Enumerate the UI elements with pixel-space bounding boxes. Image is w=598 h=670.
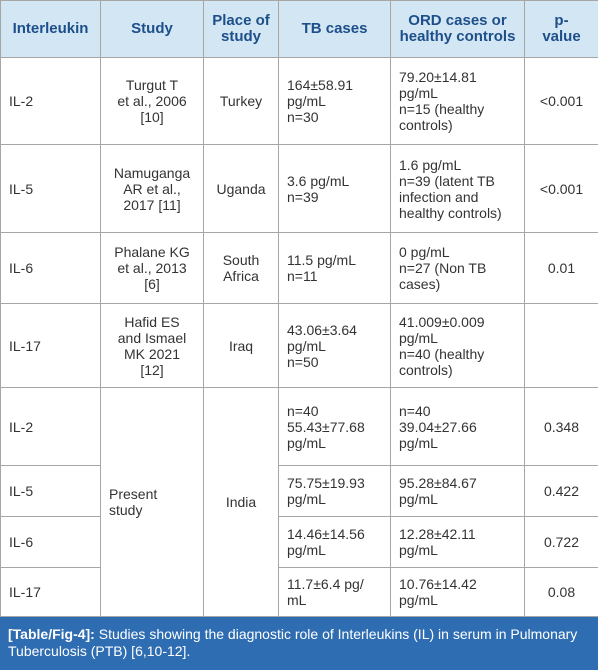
tb-cell: 3.6 pg/mL n=39 bbox=[279, 145, 391, 233]
place-cell: Uganda bbox=[204, 145, 279, 233]
ord-cell: 1.6 pg/mL n=39 (latent TB infection and … bbox=[391, 145, 525, 233]
header-cell: Study bbox=[101, 1, 204, 58]
p-value-cell: 0.422 bbox=[525, 466, 598, 517]
place-cell: Turkey bbox=[204, 58, 279, 145]
ord-cell: 41.009±0.009 pg/mL n=40 (healthy control… bbox=[391, 304, 525, 388]
place-cell: India bbox=[204, 388, 279, 617]
study-cell: Phalane KG et al., 2013 [6] bbox=[101, 233, 204, 304]
interleukin-cell: IL-17 bbox=[1, 304, 101, 388]
header-cell: Interleukin bbox=[1, 1, 101, 58]
ord-cell: 95.28±84.67 pg/mL bbox=[391, 466, 525, 517]
interleukin-cell: IL-2 bbox=[1, 58, 101, 145]
tb-cell: 14.46±14.56 pg/mL bbox=[279, 517, 391, 568]
interleukin-cell: IL-2 bbox=[1, 388, 101, 466]
p-value-cell: 0.348 bbox=[525, 388, 598, 466]
ord-cell: n=40 39.04±27.66 pg/mL bbox=[391, 388, 525, 466]
header-cell: Place of study bbox=[204, 1, 279, 58]
tb-cell: n=40 55.43±77.68 pg/mL bbox=[279, 388, 391, 466]
study-cell: Present study bbox=[101, 388, 204, 617]
interleukin-cell: IL-6 bbox=[1, 517, 101, 568]
ord-cell: 0 pg/mL n=27 (Non TB cases) bbox=[391, 233, 525, 304]
interleukin-cell: IL-17 bbox=[1, 568, 101, 617]
tb-cell: 11.7±6.4 pg/ mL bbox=[279, 568, 391, 617]
p-value-cell: 0.08 bbox=[525, 568, 598, 617]
ord-cell: 12.28±42.11 pg/mL bbox=[391, 517, 525, 568]
tb-cell: 11.5 pg/mL n=11 bbox=[279, 233, 391, 304]
caption: [Table/Fig-4]: Studies showing the diagn… bbox=[0, 617, 598, 670]
p-value-cell: 0.722 bbox=[525, 517, 598, 568]
header-cell: ORD cases or healthy controls bbox=[391, 1, 525, 58]
interleukin-cell: IL-5 bbox=[1, 466, 101, 517]
p-value-cell: 0.01 bbox=[525, 233, 598, 304]
header-cell: TB cases bbox=[279, 1, 391, 58]
header-cell: p- value bbox=[525, 1, 598, 58]
p-value-cell bbox=[525, 304, 598, 388]
study-cell: Namuganga AR et al., 2017 [11] bbox=[101, 145, 204, 233]
p-value-cell: <0.001 bbox=[525, 58, 598, 145]
place-cell: Iraq bbox=[204, 304, 279, 388]
tb-cell: 75.75±19.93 pg/mL bbox=[279, 466, 391, 517]
tb-cell: 164±58.91 pg/mL n=30 bbox=[279, 58, 391, 145]
place-cell: South Africa bbox=[204, 233, 279, 304]
ord-cell: 79.20±14.81 pg/mL n=15 (healthy controls… bbox=[391, 58, 525, 145]
interleukin-cell: IL-5 bbox=[1, 145, 101, 233]
p-value-cell: <0.001 bbox=[525, 145, 598, 233]
ord-cell: 10.76±14.42 pg/mL bbox=[391, 568, 525, 617]
interleukin-cell: IL-6 bbox=[1, 233, 101, 304]
study-cell: Hafid ES and Ismael MK 2021 [12] bbox=[101, 304, 204, 388]
tb-cell: 43.06±3.64 pg/mL n=50 bbox=[279, 304, 391, 388]
study-cell: Turgut T et al., 2006 [10] bbox=[101, 58, 204, 145]
caption-label: [Table/Fig-4]: bbox=[8, 626, 95, 642]
